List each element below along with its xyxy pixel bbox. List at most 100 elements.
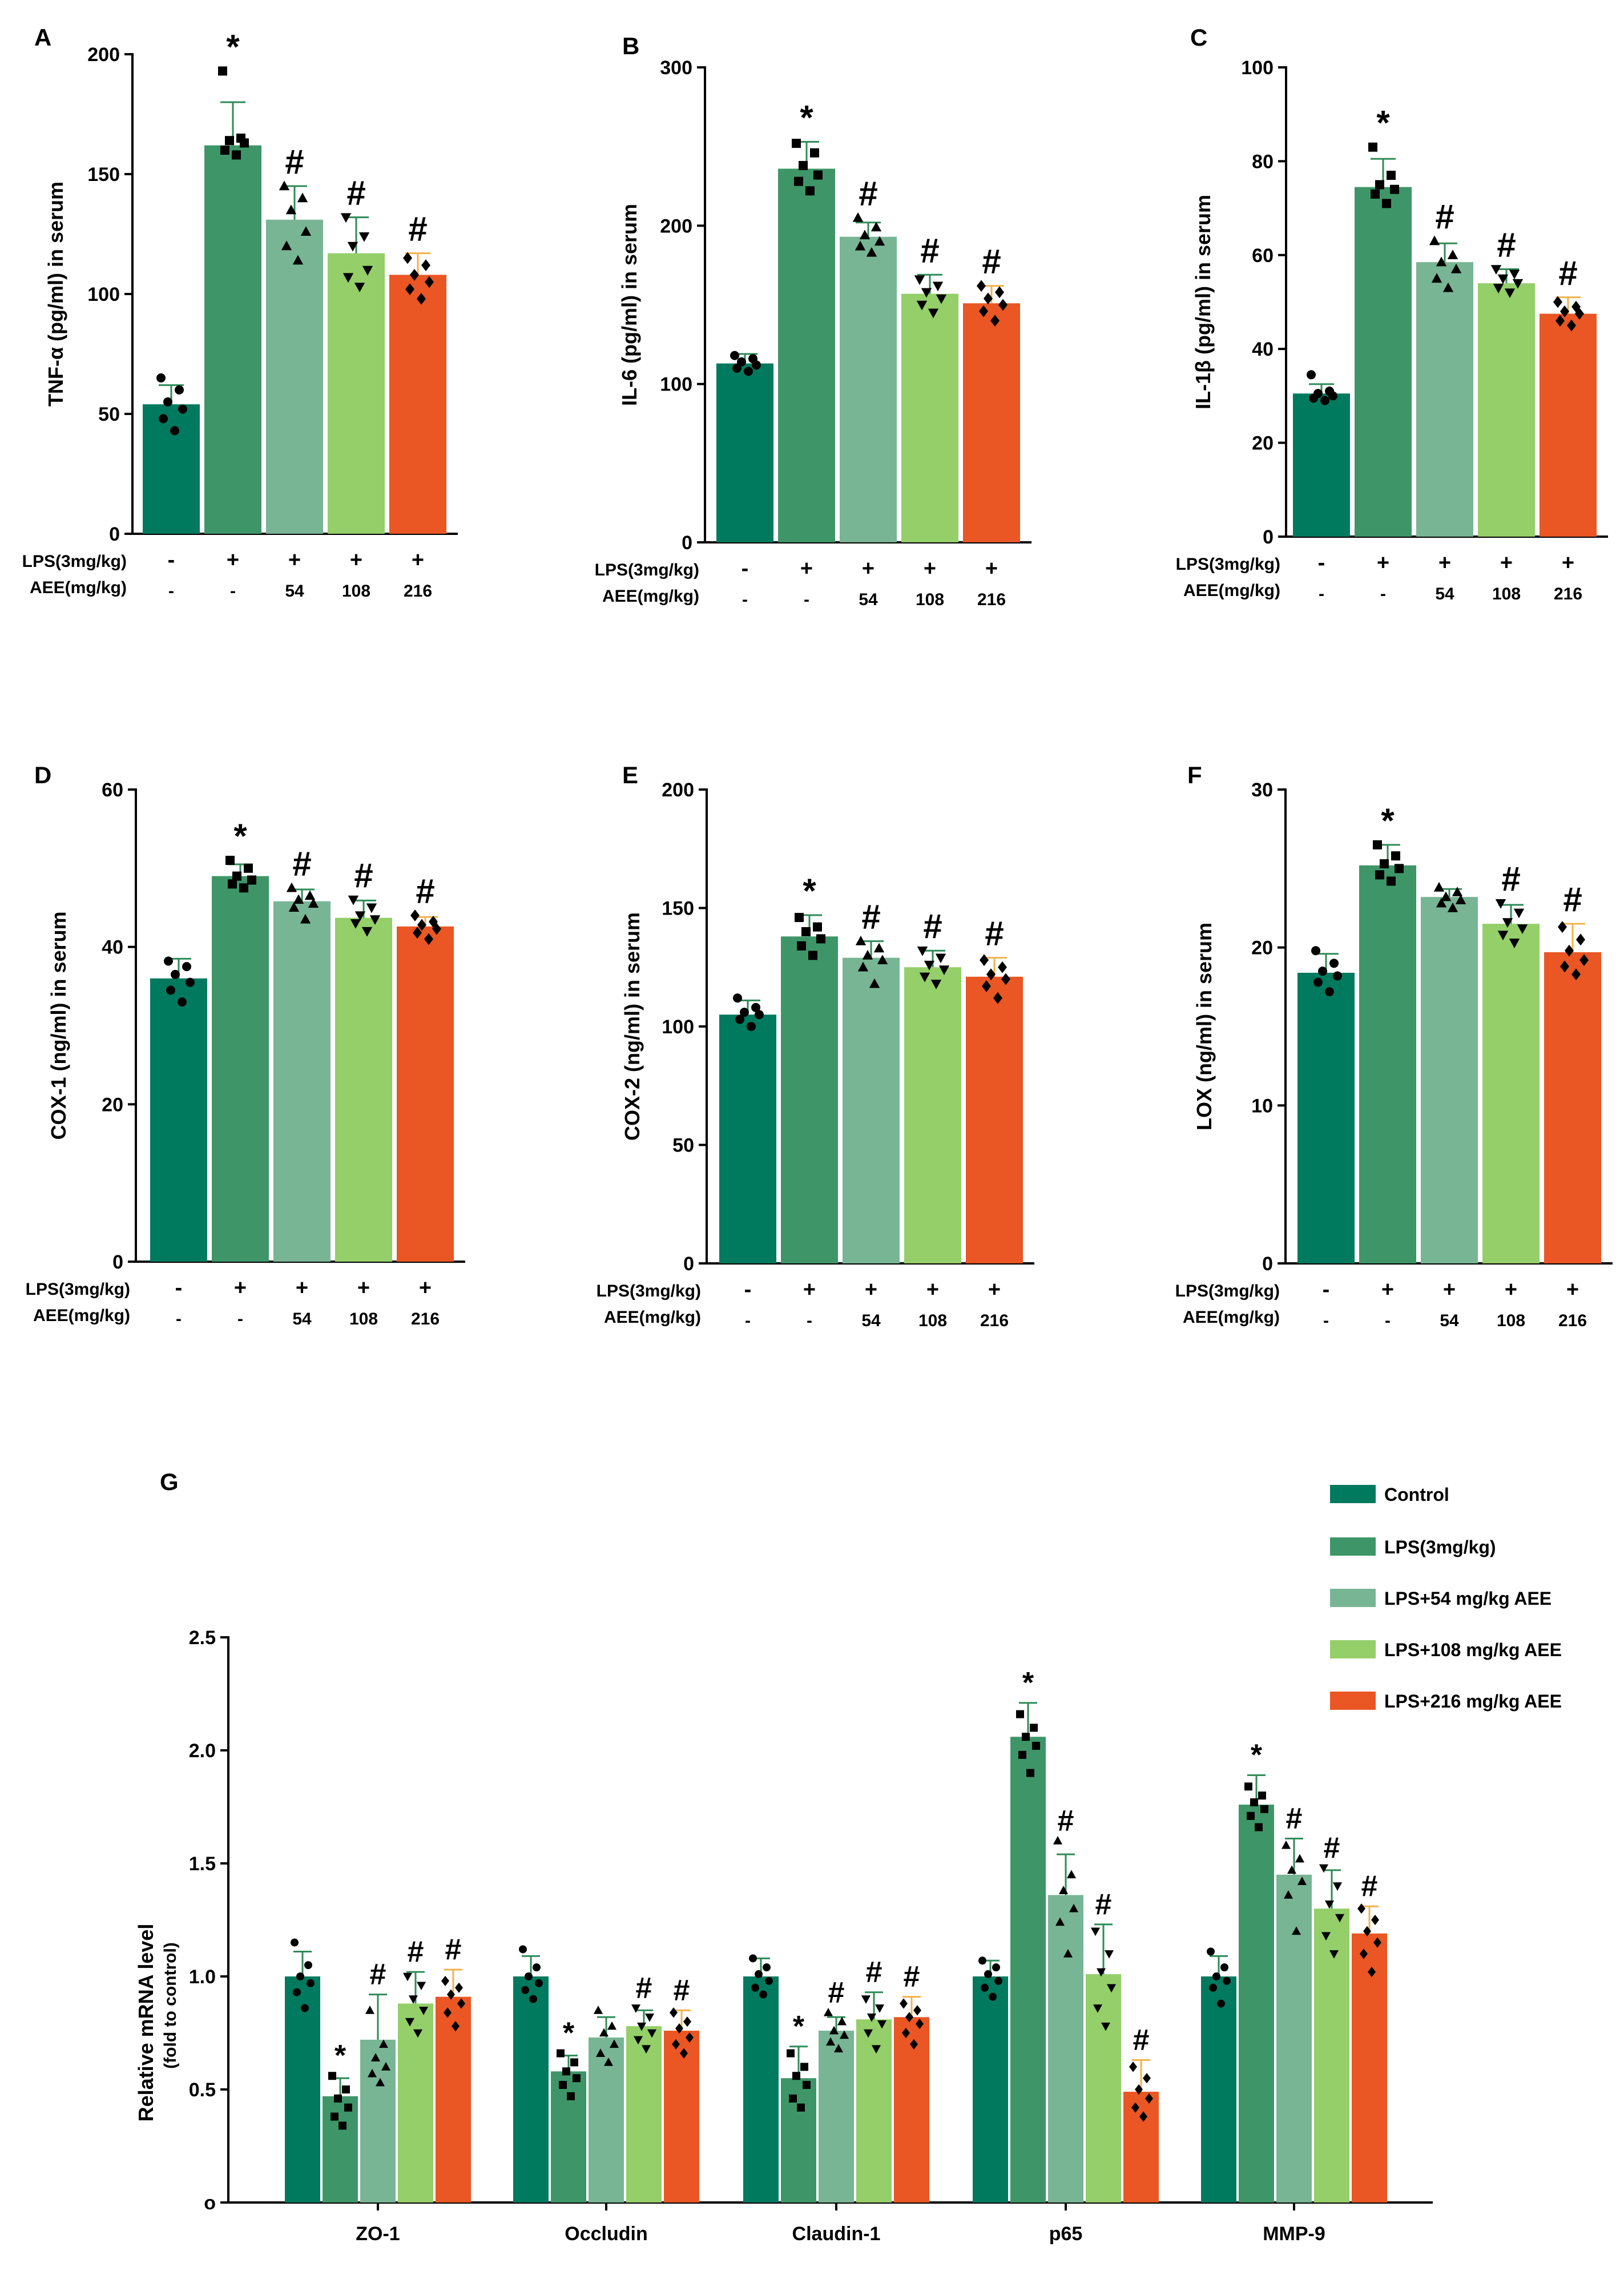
data-point — [1502, 918, 1513, 928]
data-point — [1016, 1710, 1024, 1718]
y-tick-label: 40 — [102, 937, 123, 959]
data-point — [916, 300, 928, 311]
data-point — [869, 978, 880, 988]
data-point — [1504, 288, 1516, 299]
data-point — [455, 1982, 463, 1993]
data-point — [1324, 1900, 1335, 1909]
data-point — [1363, 1926, 1371, 1936]
data-point — [1018, 1750, 1026, 1759]
data-point — [365, 2006, 375, 2014]
data-point — [1135, 2084, 1143, 2095]
bar — [778, 168, 835, 542]
data-point — [1295, 1854, 1305, 1863]
data-point — [1575, 308, 1584, 320]
data-point — [1371, 1914, 1379, 1926]
aee-value: 108 — [1492, 585, 1521, 603]
data-point — [381, 2062, 391, 2071]
data-point — [799, 160, 808, 170]
data-point — [1260, 1805, 1268, 1813]
y-tick-label: 100 — [1241, 57, 1274, 79]
data-point — [740, 1008, 749, 1017]
data-point — [1493, 284, 1504, 293]
data-point — [1558, 921, 1567, 933]
significance-mark: # — [285, 143, 304, 181]
data-point — [405, 283, 414, 295]
data-point — [755, 1010, 764, 1020]
data-point — [1497, 931, 1509, 941]
lps-row-label: LPS(3mg/kg) — [597, 1282, 701, 1300]
data-point — [338, 2121, 346, 2130]
lps-sign: + — [419, 1276, 432, 1300]
significance-mark: # — [1324, 1831, 1340, 1865]
lps-sign: + — [1377, 551, 1389, 575]
data-point — [178, 997, 187, 1007]
y-axis-subtitle: (fold to control) — [161, 1942, 180, 2069]
y-tick-label: 1.5 — [189, 1853, 216, 1875]
data-point — [559, 2081, 567, 2089]
data-point — [994, 1976, 1002, 1985]
y-tick-label: 10 — [1251, 1095, 1273, 1117]
data-point — [1517, 924, 1528, 935]
data-point — [521, 1986, 529, 1994]
data-point — [979, 305, 988, 317]
data-point — [1055, 1917, 1065, 1926]
aee-value: 54 — [292, 1310, 312, 1328]
data-point — [1309, 393, 1318, 403]
aee-row-label: AEE(mg/kg) — [33, 1306, 130, 1325]
data-point — [919, 972, 930, 983]
legend-label: LPS+108 mg/kg AEE — [1384, 1640, 1562, 1660]
data-point — [457, 1998, 465, 2009]
data-point — [981, 1983, 989, 1992]
data-point — [441, 1975, 449, 1987]
y-tick-label: 0 — [682, 532, 692, 554]
aee-value: - — [230, 582, 236, 601]
legend-swatch — [1330, 1589, 1376, 1607]
data-point — [732, 363, 742, 373]
data-point — [1258, 1791, 1266, 1800]
bar — [1352, 1933, 1387, 2203]
lps-sign: - — [1323, 1278, 1330, 1302]
aee-value: - — [1319, 585, 1324, 603]
data-point — [1145, 2093, 1153, 2104]
bar — [973, 1976, 1008, 2203]
data-point — [670, 2007, 678, 2018]
data-point — [837, 2016, 847, 2026]
data-point — [984, 1970, 992, 1979]
data-point — [998, 961, 1007, 973]
data-point — [1579, 954, 1589, 967]
significance-mark: # — [985, 915, 1004, 953]
y-axis-title: TNF-α (pg/ml) in serum — [44, 182, 67, 406]
data-point — [995, 286, 1004, 299]
data-point — [421, 259, 430, 271]
data-point — [839, 2030, 849, 2039]
aee-value: 108 — [342, 582, 370, 601]
data-point — [1297, 1877, 1307, 1885]
panel-F: F 0 10 20 30 LOX (ng/ml) in serum - - * + - +54 # +10… — [1175, 762, 1613, 1330]
aee-value: 54 — [861, 1311, 881, 1330]
data-point — [285, 204, 297, 215]
data-point — [867, 2013, 877, 2022]
panel-label: B — [622, 33, 639, 59]
data-point — [1571, 968, 1581, 981]
significance-mark: * — [1381, 802, 1395, 840]
data-point — [905, 2012, 913, 2023]
data-point — [1335, 1914, 1345, 1923]
data-point — [410, 269, 419, 281]
data-point — [683, 2016, 691, 2027]
data-point — [1333, 971, 1342, 981]
data-point — [730, 351, 739, 360]
aee-value: 216 — [1558, 1311, 1587, 1330]
aee-row-label: AEE(mg/kg) — [602, 587, 699, 606]
data-point — [607, 2021, 617, 2030]
lps-sign: + — [988, 1278, 1001, 1302]
data-point — [347, 241, 358, 252]
lps-sign: + — [296, 1276, 308, 1300]
data-point — [1373, 840, 1382, 849]
data-point — [797, 2103, 805, 2112]
bar — [143, 404, 200, 534]
category-label: Occludin — [565, 2223, 647, 2245]
data-point — [1442, 282, 1454, 292]
data-point — [744, 367, 753, 376]
y-tick-label: 0 — [112, 1251, 123, 1273]
data-point — [1069, 1903, 1079, 1912]
